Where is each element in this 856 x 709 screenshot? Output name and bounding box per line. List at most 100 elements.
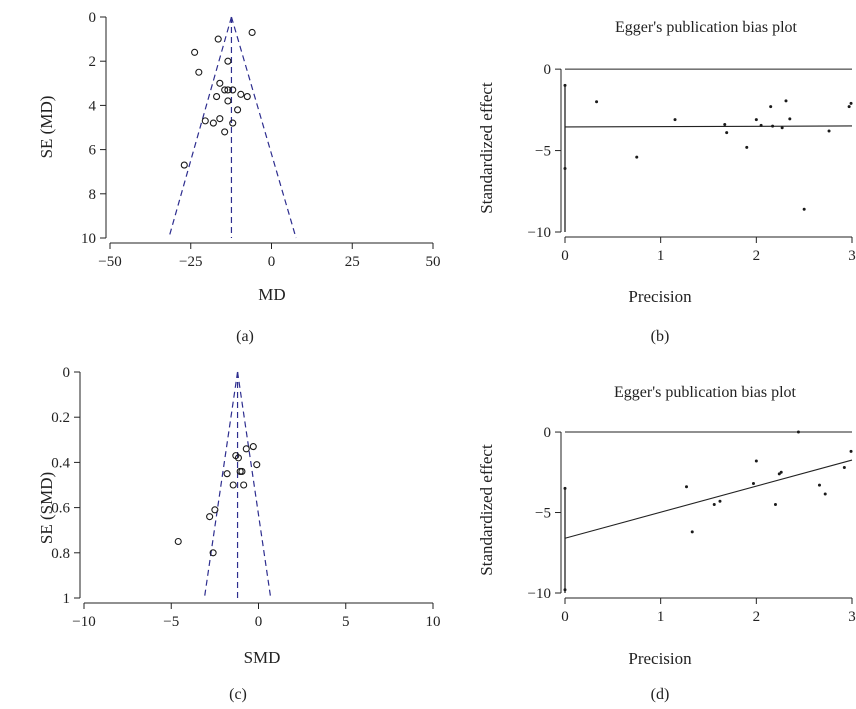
funnel-left-boundary [168,16,233,239]
study-point [240,481,248,489]
study-point [823,492,827,496]
panel-tag: (c) [229,686,247,703]
study-point [842,465,846,469]
study-point [563,486,567,490]
panel-d-egger-plot: Egger's publication bias plot Precision … [477,384,856,703]
study-point [237,90,245,98]
study-point [725,131,729,135]
study-point [209,119,217,127]
study-point [849,449,853,453]
study-point [817,483,821,487]
study-point [213,93,221,101]
y-tick-label: 10 [81,231,96,247]
study-point [718,499,722,503]
x-tick-label: −25 [179,254,202,270]
study-point [849,101,853,105]
study-point [754,118,758,122]
study-point [684,485,688,489]
study-point [563,588,567,592]
chart-title: Egger's publication bias plot [614,384,797,401]
study-point [751,482,755,486]
x-tick-label: 10 [426,614,441,630]
study-point [224,86,232,94]
study-point [209,549,217,557]
study-point [712,502,716,506]
study-point [827,129,831,133]
x-axis-label: Precision [628,649,692,668]
y-axis-label: Standardized effect [477,444,496,576]
y-tick-label: 0 [63,365,71,381]
y-tick-label: −10 [528,586,551,602]
y-axis-label: SE (MD) [37,96,56,159]
study-point [779,470,783,474]
y-tick-label: 4 [89,98,97,114]
study-point [180,161,188,169]
study-point [214,35,222,43]
x-tick-label: 0 [561,248,569,264]
study-point [206,513,214,521]
panel-b-egger-plot: Egger's publication bias plot Precision … [477,19,856,345]
study-point [563,166,567,170]
x-tick-label: 1 [657,609,665,625]
x-axis-label: MD [258,285,285,304]
study-point [723,123,727,127]
study-point [201,117,209,125]
study-point [249,443,257,451]
y-tick-label: 0 [544,62,552,78]
study-point [221,128,229,136]
study-point [769,105,773,109]
x-tick-label: 0 [268,254,276,270]
study-point [796,430,800,434]
study-point [174,537,182,546]
x-axis-label: Precision [628,287,692,306]
x-tick-label: 0 [255,614,263,630]
funnel-left-boundary [203,371,239,599]
study-point [673,118,677,122]
x-axis-label: SMD [244,648,281,667]
study-point [216,115,224,123]
study-point [224,97,232,105]
y-tick-label: 0.8 [51,546,70,562]
x-tick-label: 5 [342,614,350,630]
x-tick-label: 2 [753,248,761,264]
study-point [635,155,639,159]
panel-tag: (a) [236,328,254,345]
y-tick-label: 2 [89,54,97,70]
study-point [229,86,237,94]
panel-c-funnel-smd: SMD SE (SMD) (c) 0 0.2 0.4 0.6 0.8 1−10 −5 0 5 10 [37,365,441,703]
x-tick-label: 3 [848,609,856,625]
y-tick-label: −5 [535,144,551,160]
panel-tag: (b) [651,328,670,345]
study-point [229,119,237,127]
study-point [248,28,256,37]
x-tick-label: 0 [561,609,569,625]
y-tick-label: 0.2 [51,410,70,426]
x-tick-label: 1 [657,248,665,264]
x-tick-label: 2 [753,609,761,625]
y-tick-label: 8 [89,187,97,203]
y-tick-label: 0 [544,425,552,441]
study-point [234,454,242,462]
study-point [745,145,749,149]
y-tick-label: −10 [528,225,551,241]
y-tick-label: 6 [89,143,97,159]
x-tick-label: −5 [163,614,179,630]
study-point [234,106,242,114]
y-tick-label: 0 [89,10,97,26]
funnel-right-boundary [236,371,272,599]
regression-line [564,459,853,539]
regression-line [564,125,853,128]
study-point [191,48,199,56]
x-tick-label: 25 [345,254,360,270]
study-point [690,530,694,534]
study-point [224,57,232,65]
study-point [216,79,224,87]
y-tick-label: 1 [63,591,71,607]
study-point [563,83,567,87]
panel-a-funnel-md: MD SE (MD) (a) 0 2 4 6 8 10−50 −25 0 25 50 [37,10,441,345]
study-point [221,86,229,94]
study-point [759,123,763,127]
study-point [771,124,775,128]
y-axis-label: Standardized effect [477,82,496,214]
